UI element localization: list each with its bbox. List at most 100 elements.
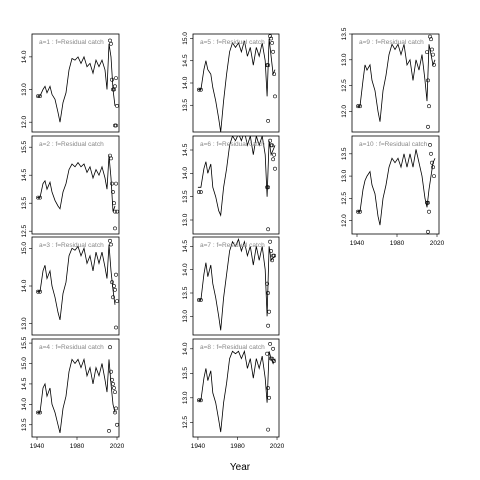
data-point	[112, 386, 116, 390]
panel-frame	[192, 338, 280, 438]
data-point	[427, 104, 431, 109]
y-tick-label: 14.0	[21, 279, 28, 292]
data-point	[109, 242, 113, 247]
x-tick-label: 2020	[270, 443, 285, 450]
series-line	[37, 155, 116, 212]
y-tick-label: 14.0	[182, 167, 189, 180]
data-point	[270, 41, 275, 45]
data-point	[38, 94, 42, 99]
data-point	[38, 289, 42, 294]
x-tick-label: 1980	[70, 443, 85, 450]
y-tick-label: 14.0	[182, 76, 189, 89]
data-point	[114, 76, 118, 81]
data-point	[114, 272, 118, 277]
y-tick-label: 14.5	[182, 54, 189, 67]
y-tick-label: 14.5	[21, 168, 28, 181]
data-point	[36, 289, 40, 294]
data-point	[270, 258, 275, 263]
panel-a8: a=8 : f=Residual catch 12.5 13.0 13.5 14.0 19…	[182, 338, 285, 450]
y-tick-label: 13.0	[182, 391, 189, 404]
panel-title: a=6 : f=Residual catch	[200, 141, 265, 148]
data-point	[266, 119, 271, 123]
y-tick-label: 14.5	[182, 143, 189, 156]
data-point	[198, 190, 203, 194]
panel-title: a=1 : f=Residual catch	[39, 39, 104, 46]
data-point	[272, 253, 277, 258]
data-point	[266, 291, 271, 295]
y-tick-label: 13.5	[182, 99, 189, 112]
data-point	[266, 427, 271, 432]
series-line	[357, 43, 436, 122]
panel-a10: a=10 : f=Residual catch 12.0 12.5 13.0 13.5 1…	[341, 135, 445, 247]
data-point	[115, 422, 119, 427]
data-point	[428, 142, 432, 147]
data-point	[266, 63, 271, 68]
y-tick-label: 15.5	[21, 336, 28, 349]
data-point	[427, 209, 431, 214]
data-point	[109, 369, 113, 374]
y-tick-label: 13.0	[21, 317, 28, 330]
y-tick-label: 14.0	[182, 263, 189, 276]
y-tick-label: 13.0	[182, 213, 189, 226]
y-tick-label: 13.0	[21, 83, 28, 96]
data-point	[113, 84, 117, 89]
y-tick-label: 12.0	[341, 214, 348, 227]
panel-frame	[192, 135, 280, 235]
panel-frame	[31, 33, 120, 133]
panel-title: a=4 : f=Residual catch	[39, 344, 104, 351]
y-tick-label: 15.0	[21, 357, 28, 370]
data-point	[271, 49, 276, 54]
data-point	[270, 143, 275, 148]
data-point	[265, 281, 270, 286]
data-point	[267, 309, 272, 314]
data-point	[108, 38, 112, 43]
panel-title: a=9 : f=Residual catch	[359, 39, 424, 46]
data-point	[115, 104, 119, 108]
panel-title: a=8 : f=Residual catch	[200, 344, 265, 351]
data-point	[356, 104, 360, 109]
y-tick-label: 14.5	[182, 240, 189, 253]
data-point	[429, 37, 433, 42]
panel-frame	[31, 135, 120, 235]
x-tick-label: 1980	[230, 443, 245, 450]
panel-frame	[351, 33, 440, 133]
data-point	[426, 124, 430, 129]
data-point	[268, 239, 273, 244]
y-tick-label: 12.5	[341, 192, 348, 205]
data-point	[268, 138, 273, 143]
series-line	[197, 349, 276, 433]
panel-title: a=7 : f=Residual catch	[200, 242, 265, 249]
panel-a6: a=6 : f=Residual catch 13.0 13.5 14.0 14.5	[182, 135, 280, 235]
data-point	[358, 209, 362, 214]
data-point	[198, 87, 203, 92]
x-tick-label: 1940	[350, 240, 365, 247]
panel-frame	[31, 338, 120, 438]
data-point	[429, 151, 433, 156]
data-point	[196, 398, 201, 403]
x-tick-label: 1940	[30, 443, 45, 450]
panel-a4: a=4 : f=Residual catch 13.5 14.0 14.5 15.0 15…	[21, 336, 125, 450]
panel-a9: a=9 : f=Residual catch 12.0 12.5 13.0 13.5	[341, 27, 440, 133]
data-point	[110, 181, 114, 186]
data-point	[38, 195, 42, 200]
data-point	[112, 201, 116, 206]
data-point	[269, 249, 274, 253]
data-point	[356, 209, 360, 214]
data-point	[114, 325, 118, 330]
data-point	[271, 346, 276, 351]
data-point	[265, 351, 270, 356]
series-line	[197, 38, 276, 132]
panel-a3: a=3 : f=Residual catch 13.0 14.0 15.0	[21, 236, 120, 336]
data-point	[196, 87, 201, 92]
data-point	[36, 195, 40, 200]
data-point	[272, 152, 277, 157]
y-tick-label: 13.0	[341, 53, 348, 66]
data-point	[113, 209, 117, 214]
data-point	[111, 381, 115, 386]
data-point	[36, 94, 40, 99]
data-point	[196, 298, 201, 302]
series-line	[37, 244, 116, 321]
data-point	[115, 299, 119, 304]
series-line	[197, 238, 276, 331]
